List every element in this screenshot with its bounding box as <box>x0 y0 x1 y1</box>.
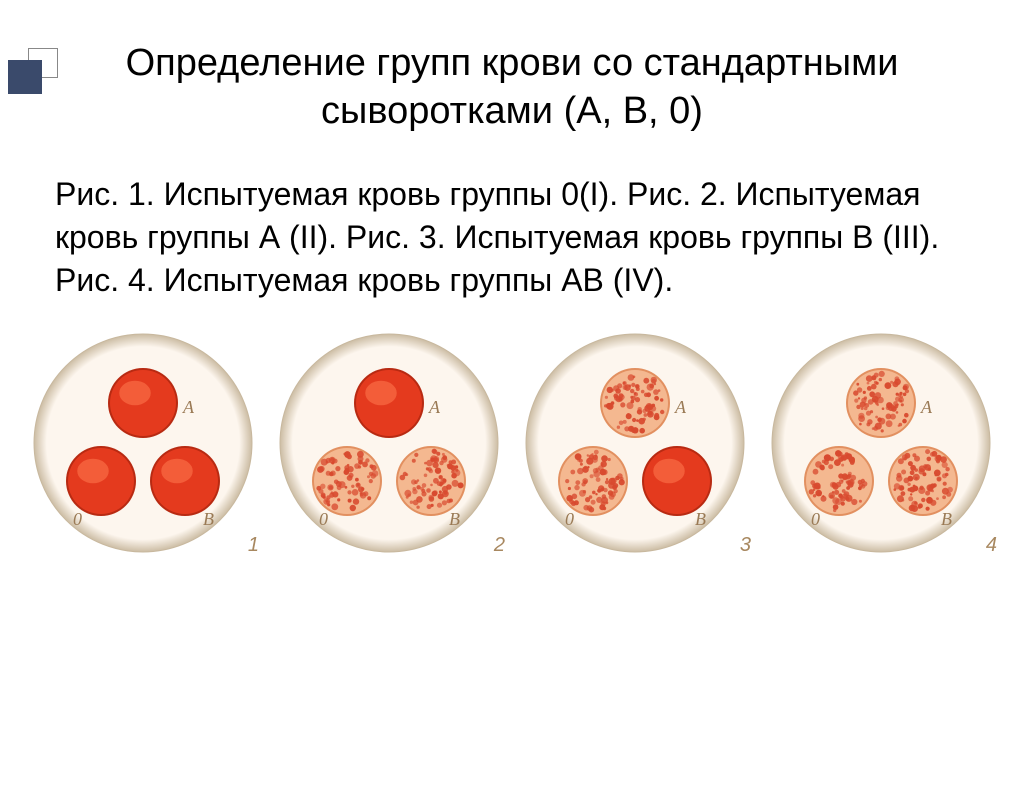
well-label-a: А <box>674 397 687 417</box>
well-label-0: 0 <box>565 509 574 529</box>
petri-dish: А 0 В 2 <box>279 333 499 553</box>
dish-number: 1 <box>248 534 259 557</box>
petri-dish-svg: А 0 В <box>33 333 253 553</box>
petri-dish-svg: А 0 В <box>525 333 745 553</box>
well-label-0: 0 <box>811 509 820 529</box>
well-label-a: А <box>182 397 195 417</box>
petri-dish: А 0 В 3 <box>525 333 745 553</box>
dish-number: 3 <box>740 534 751 557</box>
well-label-b: В <box>449 509 460 529</box>
well-label-b: В <box>695 509 706 529</box>
dish-number: 2 <box>494 534 505 557</box>
petri-dish-svg: А 0 В <box>771 333 991 553</box>
petri-dish-svg: А 0 В <box>279 333 499 553</box>
petri-dish: А 0 В 1 <box>33 333 253 553</box>
well-label-b: В <box>203 509 214 529</box>
well-label-b: В <box>941 509 952 529</box>
dishes-figure-row: А 0 В 1 <box>20 333 1004 553</box>
well-label-a: А <box>428 397 441 417</box>
well-label-0: 0 <box>319 509 328 529</box>
slide-decor-squares <box>8 48 68 108</box>
petri-dish: А 0 В 4 <box>771 333 991 553</box>
slide-body-text: Рис. 1. Испытуемая кровь группы 0(I). Ри… <box>55 173 969 303</box>
well-label-a: А <box>920 397 933 417</box>
dish-number: 4 <box>986 534 997 557</box>
slide-title: Определение групп крови со стандартными … <box>40 40 984 135</box>
decor-square-front <box>8 60 42 94</box>
well-label-0: 0 <box>73 509 82 529</box>
